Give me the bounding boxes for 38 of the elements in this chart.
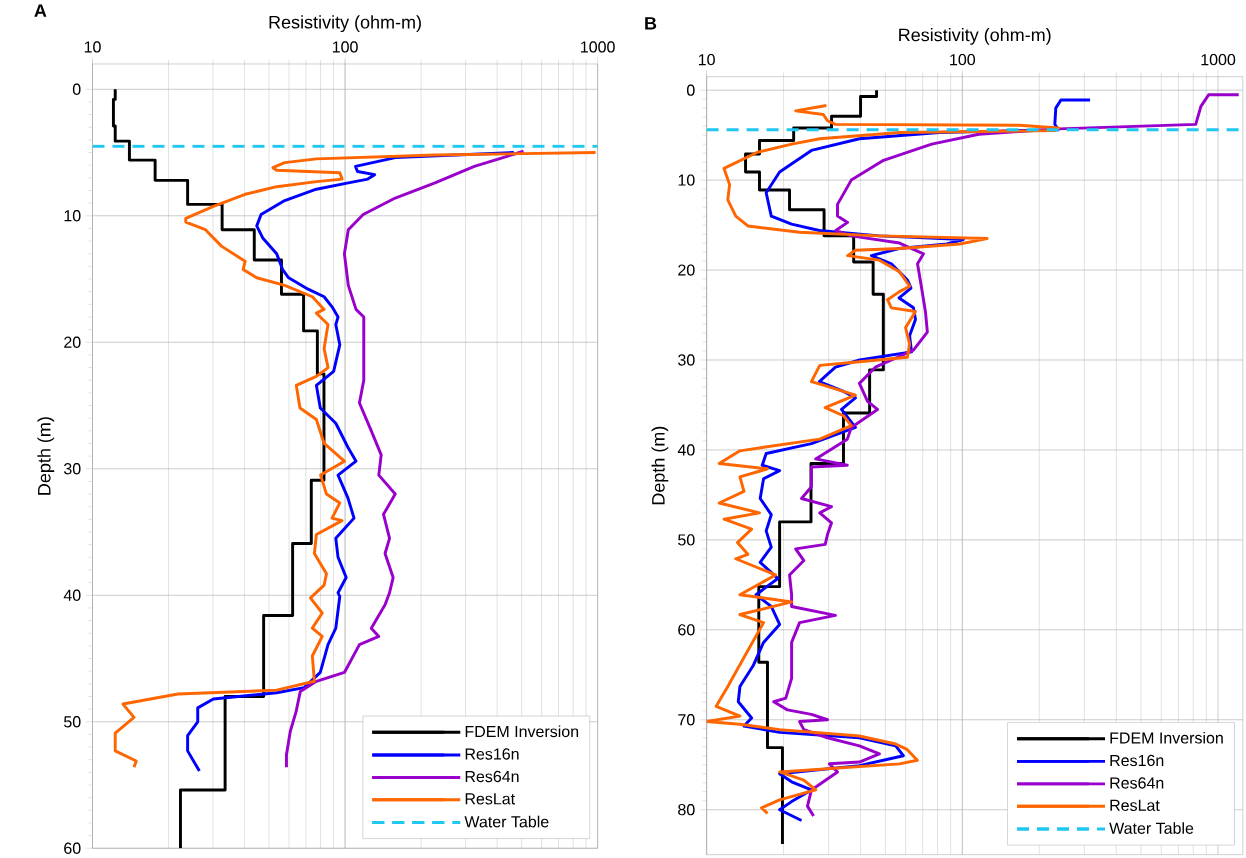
y-tick-label: 60	[64, 842, 81, 854]
x-tick-label: 10	[698, 53, 715, 66]
y-tick-label: 40	[677, 444, 695, 456]
y-tick-label: 50	[64, 715, 81, 728]
x-axis-title: Resistivity (ohm-m)	[269, 15, 421, 32]
y-tick-label: 40	[63, 589, 81, 601]
x-tick-label: 100	[332, 41, 358, 53]
chart-title: B	[645, 16, 657, 30]
y-axis-title: Depth (m)	[651, 426, 669, 505]
legend-label: Res64n	[1110, 777, 1164, 789]
y-tick-label: 80	[678, 803, 695, 816]
y-tick-label: 70	[678, 713, 695, 726]
y-axis-title: Depth (m)	[37, 417, 55, 495]
legend-label: Res16n	[465, 748, 519, 760]
legend-label: Water Table	[464, 815, 549, 828]
y-tick-label: 10	[64, 209, 81, 222]
y-tick-label: 50	[678, 534, 695, 546]
y-tick-label: 60	[678, 623, 695, 636]
y-tick-label: 20	[64, 336, 81, 348]
x-tick-label: 1000	[581, 41, 615, 53]
y-tick-label: 0	[686, 84, 695, 96]
x-axis-title: Resistivity (ohm-m)	[899, 27, 1051, 45]
y-tick-label: 30	[678, 354, 695, 366]
x-tick-label: 100	[950, 53, 976, 66]
y-tick-label: 10	[678, 174, 695, 186]
legend-label: Res16n	[1110, 754, 1164, 766]
legend-label: FDEM Inversion	[465, 725, 579, 737]
legend-label: Water Table	[1109, 821, 1194, 834]
x-tick-label: 1000	[1201, 53, 1236, 66]
chart-title: A	[34, 4, 47, 17]
y-tick-label: 30	[63, 462, 81, 475]
y-tick-label: 0	[72, 83, 81, 95]
legend-label: FDEM Inversion	[1110, 731, 1223, 744]
y-tick-label: 20	[678, 264, 695, 276]
legend-label: Res64n	[465, 770, 519, 782]
legend-label: ResLat	[465, 793, 515, 805]
legend-label: ResLat	[1110, 799, 1160, 811]
x-tick-label: 10	[84, 41, 101, 53]
